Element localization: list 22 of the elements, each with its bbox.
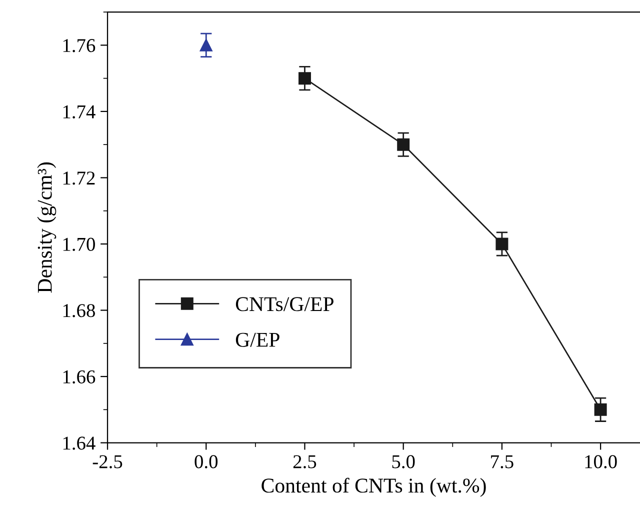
point (298, 72, 311, 85)
y-tick-label: 1.66 (63, 370, 96, 384)
x-tick-label: 10.0 (585, 455, 617, 468)
y-tick-label: 1.76 (63, 39, 96, 52)
x-axis-title: Content of CNTs in (wt.%) (262, 478, 486, 497)
y-tick-label: 1.68 (63, 304, 95, 318)
y-tick-label: 1.70 (63, 238, 95, 252)
y-axis-title: Density (g/cm³) (37, 162, 56, 293)
x-tick-label: 5.0 (392, 455, 415, 468)
legend-label: CNTs/G/EP (236, 297, 334, 312)
legend-label: G/EP (236, 332, 280, 347)
x-tick-label: 0.0 (194, 455, 218, 468)
x-tick-label: -2.5 (92, 455, 122, 468)
x-tick-label: 2.5 (293, 455, 316, 468)
point (200, 38, 212, 52)
y-tick-label: 1.72 (63, 172, 95, 185)
point (594, 403, 607, 416)
y-tick-label: 1.74 (63, 105, 96, 118)
point (496, 238, 508, 250)
y-tick-label: 1.64 (63, 436, 96, 450)
point (397, 138, 410, 151)
x-tick-label: 7.5 (491, 455, 514, 468)
